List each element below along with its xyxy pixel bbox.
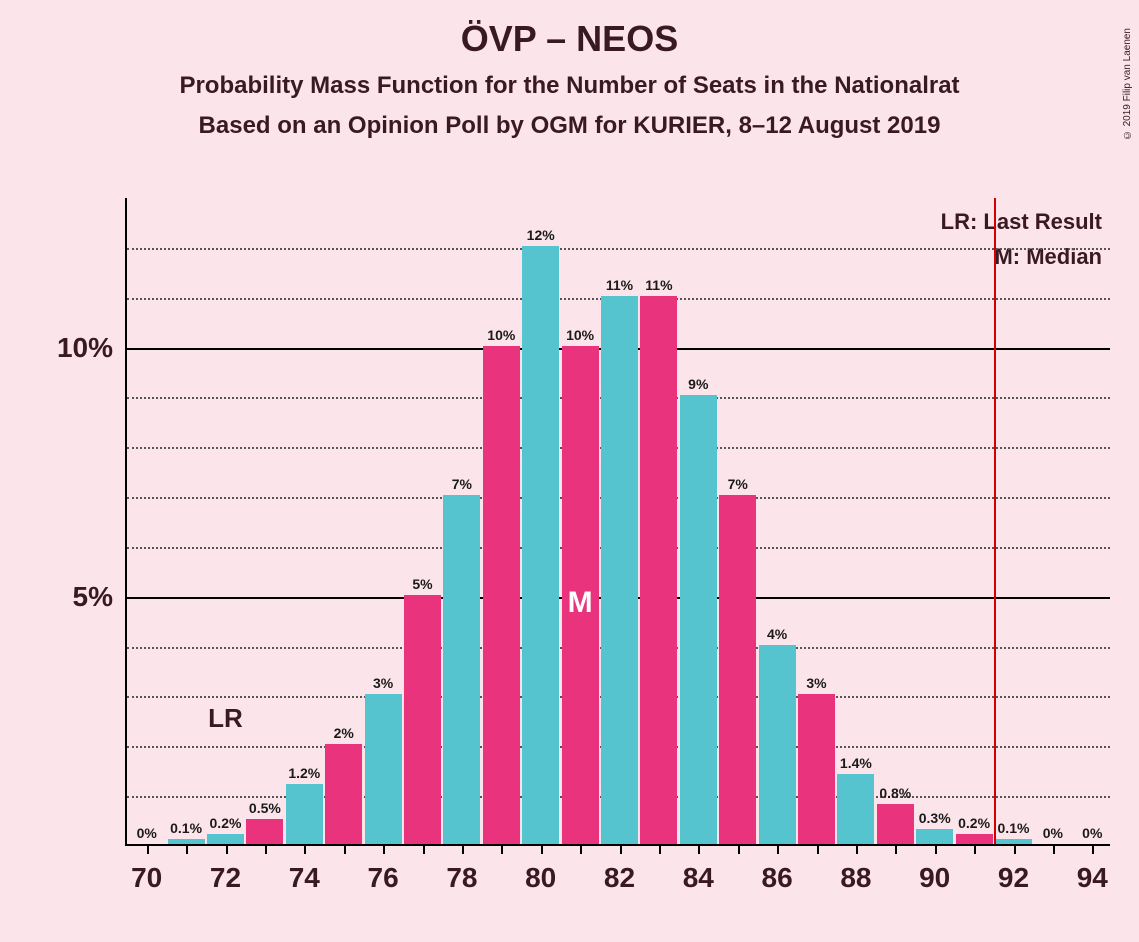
bar: 12% xyxy=(522,246,559,844)
bar: 11% xyxy=(601,296,638,844)
y-axis-label: 10% xyxy=(57,332,113,364)
legend-m: M: Median xyxy=(941,239,1102,274)
bar-value-label: 0% xyxy=(1082,825,1102,841)
bar: 0.1% xyxy=(168,839,205,844)
x-tick xyxy=(344,846,346,854)
bar: 2% xyxy=(325,744,362,844)
bar-value-label: 0% xyxy=(137,825,157,841)
x-axis-label: 74 xyxy=(289,862,320,894)
copyright-text: © 2019 Filip van Laenen xyxy=(1122,28,1133,140)
bar: 5% xyxy=(404,595,441,844)
x-tick xyxy=(895,846,897,854)
bar-value-label: 0.2% xyxy=(210,815,242,831)
x-axis-label: 80 xyxy=(525,862,556,894)
bar: 9% xyxy=(680,395,717,844)
bar-value-label: 0.1% xyxy=(170,820,202,836)
x-tick xyxy=(620,846,622,854)
x-tick xyxy=(1092,846,1094,854)
last-result-marker: LR xyxy=(208,703,243,734)
bar-value-label: 7% xyxy=(728,476,748,492)
legend-lr: LR: Last Result xyxy=(941,204,1102,239)
x-axis-label: 78 xyxy=(446,862,477,894)
bar-value-label: 0.5% xyxy=(249,800,281,816)
majority-line xyxy=(994,198,996,844)
bar-value-label: 11% xyxy=(606,277,633,293)
bar-value-label: 2% xyxy=(334,725,354,741)
x-tick xyxy=(580,846,582,854)
median-marker: M xyxy=(568,586,593,620)
x-tick xyxy=(1053,846,1055,854)
x-tick xyxy=(147,846,149,854)
bar: 3% xyxy=(798,694,835,844)
x-axis-label: 76 xyxy=(368,862,399,894)
chart-legend: LR: Last Result M: Median xyxy=(941,204,1102,274)
x-tick xyxy=(1014,846,1016,854)
x-tick xyxy=(541,846,543,854)
bar: 7% xyxy=(443,495,480,844)
chart-subtitle-2: Based on an Opinion Poll by OGM for KURI… xyxy=(0,112,1139,140)
bar-value-label: 0.1% xyxy=(998,820,1030,836)
bar-value-label: 7% xyxy=(452,476,472,492)
bar: 11% xyxy=(640,296,677,844)
bar-value-label: 0% xyxy=(1043,825,1063,841)
x-tick xyxy=(423,846,425,854)
bar-value-label: 4% xyxy=(767,626,787,642)
x-tick xyxy=(226,846,228,854)
x-tick xyxy=(462,846,464,854)
bar-value-label: 0.3% xyxy=(919,810,951,826)
bar: 0.8% xyxy=(877,804,914,844)
bar: 1.4% xyxy=(837,774,874,844)
bar: 1.2% xyxy=(286,784,323,844)
bar: 0.1% xyxy=(995,839,1032,844)
bar-value-label: 11% xyxy=(645,277,672,293)
bar: 10%M xyxy=(562,346,599,844)
bar: 0.2% xyxy=(956,834,993,844)
y-axis-label: 5% xyxy=(73,581,113,613)
bar-value-label: 5% xyxy=(412,576,432,592)
bar: 4% xyxy=(759,645,796,844)
x-axis-label: 70 xyxy=(131,862,162,894)
x-tick xyxy=(856,846,858,854)
bar-value-label: 1.4% xyxy=(840,755,872,771)
bar: 7% xyxy=(719,495,756,844)
bar-value-label: 12% xyxy=(527,227,555,243)
bar-value-label: 3% xyxy=(373,675,393,691)
bar-value-label: 3% xyxy=(806,675,826,691)
bar-value-label: 10% xyxy=(566,327,594,343)
x-axis-label: 72 xyxy=(210,862,241,894)
bar-value-label: 10% xyxy=(487,327,515,343)
chart-subtitle-1: Probability Mass Function for the Number… xyxy=(0,72,1139,100)
bar: 0.5% xyxy=(246,819,283,844)
bar: 0.3% xyxy=(916,829,953,844)
x-tick xyxy=(501,846,503,854)
x-axis-label: 84 xyxy=(683,862,714,894)
x-tick xyxy=(265,846,267,854)
bar: 10% xyxy=(483,346,520,844)
x-axis-label: 90 xyxy=(919,862,950,894)
bar: 0.2% xyxy=(207,834,244,844)
x-tick xyxy=(186,846,188,854)
x-tick xyxy=(738,846,740,854)
x-tick xyxy=(777,846,779,854)
x-tick xyxy=(817,846,819,854)
x-tick xyxy=(698,846,700,854)
x-tick xyxy=(659,846,661,854)
bar-value-label: 0.2% xyxy=(958,815,990,831)
x-axis-label: 92 xyxy=(998,862,1029,894)
x-axis-label: 88 xyxy=(840,862,871,894)
x-tick xyxy=(304,846,306,854)
bar-value-label: 1.2% xyxy=(288,765,320,781)
x-tick xyxy=(383,846,385,854)
bar: 3% xyxy=(365,694,402,844)
gridline-minor xyxy=(127,248,1110,250)
chart-plot-area: LR: Last Result M: Median 5%10%0%0.1%0.2… xyxy=(125,198,1110,846)
x-tick xyxy=(974,846,976,854)
bar-value-label: 0.8% xyxy=(879,785,911,801)
bar-value-label: 9% xyxy=(688,376,708,392)
x-axis-label: 86 xyxy=(762,862,793,894)
x-axis-label: 82 xyxy=(604,862,635,894)
chart-title: ÖVP – NEOS xyxy=(0,18,1139,60)
x-tick xyxy=(935,846,937,854)
x-axis-label: 94 xyxy=(1077,862,1108,894)
